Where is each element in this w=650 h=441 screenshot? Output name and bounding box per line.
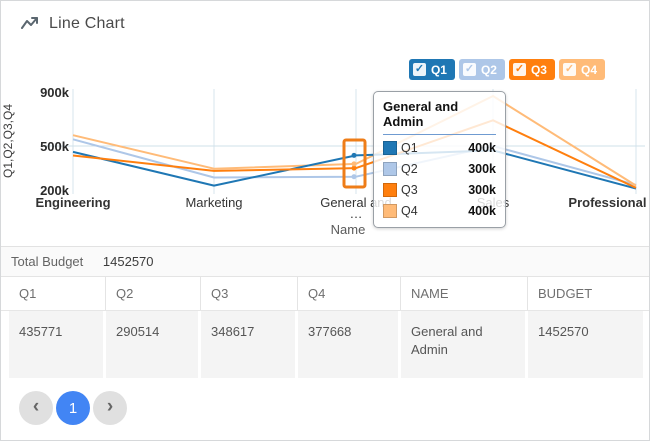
x-category-1[interactable]: Marketing: [185, 195, 242, 210]
series-color-swatch: [383, 183, 397, 197]
data-point-q4[interactable]: [351, 161, 357, 167]
legend-toggle-q4[interactable]: ✓ Q4: [558, 59, 605, 80]
table-header-cell-budget[interactable]: BUDGET: [528, 277, 643, 310]
pagination: ‹ 1 ›: [19, 391, 649, 425]
legend-toggle-q2[interactable]: ✓ Q2: [458, 59, 505, 80]
total-budget-row: Total Budget 1452570: [1, 247, 649, 277]
next-page-button[interactable]: ›: [93, 391, 127, 425]
data-table-section: Total Budget 1452570 Q1 Q2 Q3 Q4 NAME BUDGET …: [1, 246, 649, 425]
legend-label: Q3: [530, 62, 547, 77]
tooltip-row-q3: Q3 300k: [383, 179, 496, 200]
checkbox-checked-icon: ✓: [562, 63, 576, 76]
data-point-q2[interactable]: [351, 174, 357, 180]
series-color-swatch: [383, 141, 397, 155]
table-header-cell-q4[interactable]: Q4: [298, 277, 401, 310]
tooltip-row-q2: Q2 300k: [383, 158, 496, 179]
table-header-cell-q2[interactable]: Q2: [106, 277, 201, 310]
tooltip-series-label: Q3: [401, 183, 418, 197]
legend-label: Q2: [480, 62, 497, 77]
legend-toggle-q1[interactable]: ✓ Q1: [408, 59, 455, 80]
table-cell-name: General and Admin: [401, 311, 528, 378]
table-header-cell-q1[interactable]: Q1: [9, 277, 106, 310]
tooltip-rows: Q1 400k Q2 300k Q3 300k Q4 400k: [383, 137, 496, 221]
total-budget-value: 1452570: [102, 254, 154, 269]
checkbox-checked-icon: ✓: [412, 63, 426, 76]
tooltip-series-label: Q2: [401, 162, 418, 176]
table-cell-q4: 377668: [298, 311, 401, 378]
tooltip-row-q4: Q4 400k: [383, 200, 496, 221]
y-tick-900k: 900k: [40, 85, 70, 100]
table-header-cell-q3[interactable]: Q3: [201, 277, 298, 310]
x-category-0[interactable]: Engineering: [35, 195, 110, 210]
data-point-q3[interactable]: [351, 165, 357, 171]
chart-tooltip: General and Admin Q1 400k Q2 300k Q3 300k Q4 40…: [373, 91, 506, 228]
series-color-swatch: [383, 162, 397, 176]
table-header-cell-name[interactable]: NAME: [401, 277, 528, 310]
tooltip-series-value: 400k: [468, 204, 496, 218]
tooltip-series-value: 300k: [468, 183, 496, 197]
tooltip-series-label: Q4: [401, 204, 418, 218]
y-axis-title: Q1,Q2,Q3,Q4: [1, 104, 15, 178]
data-point-q1[interactable]: [351, 152, 357, 158]
series-color-swatch: [383, 204, 397, 218]
tooltip-series-value: 400k: [468, 141, 496, 155]
checkbox-checked-icon: ✓: [512, 63, 526, 76]
table-cell-q2: 290514: [106, 311, 201, 378]
legend-label: Q4: [580, 62, 597, 77]
widget-title: Line Chart: [49, 15, 125, 32]
tooltip-title: General and Admin: [383, 99, 496, 135]
x-axis-title: Name: [331, 222, 366, 237]
tooltip-row-q1: Q1 400k: [383, 137, 496, 158]
page-1-button[interactable]: 1: [56, 391, 90, 425]
table-cell-q1: 435771: [9, 311, 106, 378]
table-cell-q3: 348617: [201, 311, 298, 378]
prev-page-button[interactable]: ‹: [19, 391, 53, 425]
hover-highlight-rect: [342, 138, 367, 189]
tooltip-series-value: 300k: [468, 162, 496, 176]
table-row[interactable]: 435771 290514 348617 377668 General and Admi…: [1, 311, 649, 378]
y-tick-500k: 500k: [40, 139, 70, 154]
chart-series: [72, 95, 637, 190]
widget-header: Line Chart: [21, 15, 125, 33]
checkbox-checked-icon: ✓: [462, 63, 476, 76]
table-cell-budget: 1452570: [528, 311, 643, 378]
tooltip-series-label: Q1: [401, 141, 418, 155]
legend-toggle-q3[interactable]: ✓ Q3: [508, 59, 555, 80]
line-chart-icon: [21, 17, 38, 29]
x-category-4[interactable]: Professional Services: [568, 195, 650, 210]
y-tick-200k: 200k: [40, 183, 70, 198]
table-header-row: Q1 Q2 Q3 Q4 NAME BUDGET: [1, 277, 649, 311]
legend-label: Q1: [430, 62, 447, 77]
series-legend: ✓ Q1 ✓ Q2 ✓ Q3 ✓ Q4: [408, 59, 605, 80]
total-budget-label: Total Budget: [11, 254, 84, 269]
